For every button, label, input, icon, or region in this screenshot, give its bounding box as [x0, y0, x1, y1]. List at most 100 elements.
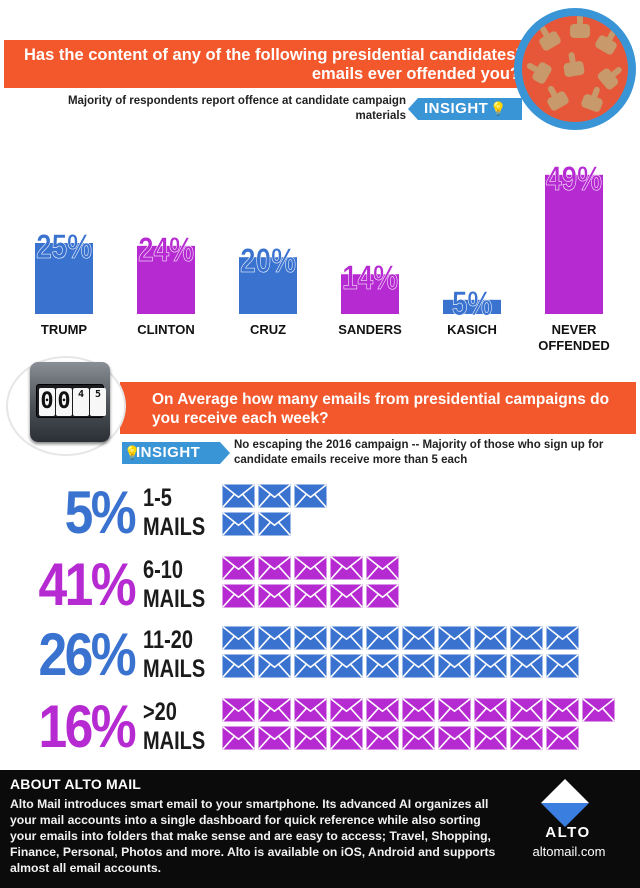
envelope-icon: [437, 626, 472, 651]
envelope-icon: [257, 698, 292, 723]
envelope-icon: [222, 698, 256, 723]
insight-note-offended: Majority of respondents report offence a…: [67, 95, 406, 122]
envelope-icon: [473, 626, 508, 651]
envelope-icon: [365, 556, 400, 581]
envelope-icon: [222, 653, 256, 679]
footer-title: ABOUT ALTO MAIL: [10, 776, 142, 792]
envelope-icon: [257, 626, 292, 651]
envelope-icon: [329, 698, 364, 723]
insight-note-frequency: No escaping the 2016 campaign -- Majorit…: [234, 439, 604, 466]
envelope-icon: [293, 653, 328, 679]
envelope-icon: [222, 484, 256, 509]
row-unit: MAILS: [143, 513, 206, 541]
envelope-icon: [509, 626, 544, 651]
envelope-icon: [257, 583, 292, 609]
envelope-icon: [365, 626, 400, 651]
envelope-icon: [293, 583, 328, 609]
envelope-icon: [329, 556, 364, 581]
category-label: TRUMP: [41, 322, 88, 337]
envelope-icon: [365, 725, 400, 751]
envelope-icon: [257, 556, 292, 581]
question-frequency: On Average how many emails from presiden…: [152, 391, 610, 427]
row-range: 1-5: [143, 484, 172, 512]
counter-digit: 4: [73, 388, 89, 416]
counter-icon: 0 0 4 5: [30, 362, 110, 442]
bar-value-label: 14%: [342, 259, 398, 297]
category-label: KASICH: [447, 322, 497, 337]
envelope-icon: [365, 653, 400, 679]
envelope-icon: [401, 626, 436, 651]
email-frequency-row: 5% 1-5 MAILS: [0, 480, 640, 546]
counter-digit: 0: [39, 388, 55, 416]
bar-never-offended: [545, 174, 603, 314]
row-percentage: 16%: [38, 693, 136, 760]
envelope-icon: [222, 626, 256, 651]
insight-tag-frequency: 💡 INSIGHT: [122, 442, 230, 464]
row-percentage: 26%: [38, 621, 136, 688]
row-unit: MAILS: [143, 655, 206, 683]
envelope-icon: [401, 698, 436, 723]
footer-body: Alto Mail introduces smart email to your…: [10, 797, 496, 875]
counter-digit: 0: [56, 388, 72, 416]
envelope-icon: [365, 698, 400, 723]
envelope-icon: [545, 626, 580, 651]
bar-clinton: [137, 245, 195, 314]
envelope-icon: [437, 698, 472, 723]
alto-logo-icon: [540, 778, 590, 828]
row-range: 11-20: [143, 626, 194, 654]
envelope-icon: [257, 725, 292, 751]
email-frequency-row: 26% 11-20 MAILS: [0, 622, 640, 688]
row-label: 11-20 MAILS: [143, 626, 207, 684]
envelope-icon: [329, 653, 364, 679]
envelope-icon: [545, 698, 580, 723]
envelope-icon: [401, 653, 436, 679]
envelope-icons: [222, 484, 328, 537]
envelope-icon: [222, 725, 256, 751]
envelope-icon: [222, 556, 256, 581]
lightbulb-icon: 💡: [124, 445, 141, 460]
envelope-icon: [365, 583, 400, 609]
envelope-icon: [509, 725, 544, 751]
row-percentage: 41%: [38, 551, 136, 618]
envelope-icon: [437, 725, 472, 751]
envelope-icon: [329, 626, 364, 651]
insight-tag-offended: INSIGHT 💡: [408, 98, 522, 120]
alto-brand: ALTO: [545, 824, 591, 841]
envelope-icon: [473, 698, 508, 723]
email-frequency-row: 16% >20 MAILS: [0, 694, 640, 760]
envelope-icons: [222, 698, 616, 751]
envelope-icons: [222, 556, 400, 609]
envelope-icon: [437, 653, 472, 679]
row-percentage: 5%: [64, 479, 137, 546]
envelope-icon: [581, 698, 616, 723]
row-range: >20: [143, 698, 177, 726]
category-label: CLINTON: [137, 322, 195, 337]
envelope-icon: [401, 725, 436, 751]
insight-label: INSIGHT: [136, 444, 201, 461]
envelope-icon: [509, 698, 544, 723]
envelope-icon: [222, 583, 256, 609]
row-label: 6-10 MAILS: [143, 556, 207, 614]
bar-value-label: 20%: [240, 242, 296, 280]
envelope-icon: [293, 698, 328, 723]
lightbulb-icon: 💡: [490, 101, 508, 116]
bar-value-label: 49%: [546, 159, 602, 197]
envelope-icon: [293, 484, 328, 509]
bar-sanders: [341, 274, 399, 314]
question-banner-frequency: On Average how many emails from presiden…: [120, 382, 636, 434]
bar-trump: [35, 243, 93, 314]
envelope-icon: [509, 653, 544, 679]
question-offended: Has the content of any of the following …: [24, 46, 520, 83]
offended-bar-chart: 25% TRUMP 24% CLINTON 20% CRUZ 14% SANDERS 5%KAS…: [35, 159, 610, 353]
insight-label: INSIGHT: [424, 100, 489, 117]
question-banner-offended: Has the content of any of the following …: [4, 40, 550, 88]
email-frequency-row: 41% 6-10 MAILS: [0, 552, 640, 618]
bar-cruz: [239, 257, 297, 314]
envelope-icon: [473, 725, 508, 751]
alto-url-link[interactable]: altomail.com: [532, 844, 606, 859]
envelope-icon: [257, 484, 292, 509]
envelope-icon: [222, 511, 256, 537]
envelope-icon: [329, 725, 364, 751]
envelope-icon: [257, 653, 292, 679]
category-label: NEVER: [552, 322, 597, 337]
